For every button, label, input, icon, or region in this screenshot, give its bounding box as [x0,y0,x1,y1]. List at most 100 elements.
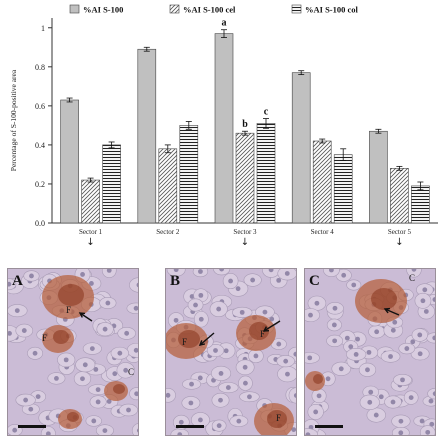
nucleus [355,336,360,342]
nucleus [35,394,41,399]
nucleus [398,430,404,435]
arrow-head [383,307,391,314]
bar-3-1 [102,144,121,224]
cell [126,302,138,314]
arrow-head [262,326,270,332]
nucleus [404,346,410,351]
nucleus [28,406,34,412]
cell [101,269,117,278]
nucleus [102,326,108,332]
nucleus [216,423,222,429]
cell [129,277,138,293]
legend-label: %AI S-100 [83,5,123,15]
legend-swatch [291,4,302,14]
nucleus [432,391,435,397]
nucleus [106,399,112,404]
stained-core [67,412,79,422]
nucleus [293,393,296,398]
arrow-icon [263,320,281,332]
structure-label: F [42,333,47,343]
nucleus [123,367,129,373]
nucleus [189,294,195,299]
nucleus [269,316,275,322]
panel-letter: C [309,273,320,289]
nucleus [378,394,384,400]
stained-core [113,384,125,394]
stained-core [178,330,200,348]
nucleus [82,362,88,368]
cell [129,387,138,401]
nucleus [353,351,359,357]
nucleus [283,358,289,364]
legend-swatch [69,4,80,14]
nucleus [63,357,69,363]
nucleus [331,322,337,328]
nucleus [365,367,370,373]
nucleus [105,300,111,306]
category-label: Sector 1 [79,228,103,236]
nucleus [54,376,59,381]
nucleus [307,355,313,361]
nucleus [93,367,99,372]
bar-3-2 [179,125,199,224]
arrow-icon [384,308,400,316]
nucleus [242,364,248,370]
nucleus [390,327,396,333]
panel-letter: A [12,273,23,289]
nucleus [235,286,241,292]
nucleus [243,380,248,386]
stained-core [371,288,397,310]
nucleus [305,432,311,435]
nucleus [367,399,373,405]
bars: a b c [60,18,430,224]
nucleus [332,338,338,344]
cell [40,426,56,435]
nucleus [80,272,85,277]
nucleus [276,277,282,283]
nucleus [21,328,27,333]
nucleus [390,399,396,405]
nucleus [124,330,130,336]
down-arrow-icon: ↓ [86,237,94,248]
stained-core [249,322,269,340]
nucleus [197,375,203,381]
down-arrow-icon: ↓ [241,237,249,248]
nucleus [422,287,428,293]
legend-label: %AI S-100 col [305,5,359,15]
significance-label: c [264,107,269,118]
structure-label: C [128,367,134,377]
nucleus [420,298,426,304]
bar-2-1 [81,179,100,224]
nucleus [293,351,296,357]
nucleus [89,281,94,286]
significance-label: a [222,18,227,29]
nucleus [106,269,112,273]
bar-2-5 [390,168,409,224]
nucleus [32,350,38,356]
nucleus [173,269,179,273]
nucleus [133,305,138,311]
nucleus [239,309,245,315]
nucleus [136,282,138,288]
micrograph-a: F F C A [8,269,138,435]
legend-label: %AI S-100 cel [183,5,236,15]
nucleus [344,335,350,341]
nucleus [373,412,379,418]
nucleus [374,329,380,335]
category-label: Sector 2 [156,228,180,236]
scale-bar [176,425,204,428]
y-tick-label: 0.6 [35,102,45,111]
y-tick-label: 1 [41,24,45,33]
nucleus [193,302,198,308]
arrow-head [78,312,86,318]
nucleus [247,394,252,400]
structure-label: F [276,413,281,423]
structure-label: F [66,305,71,315]
nucleus [314,300,320,306]
nucleus [410,339,416,345]
nucleus [400,377,405,383]
bar-1-2 [137,48,157,224]
category-labels: Sector 1↓Sector 2 Sector 3↓Sector 4 Sector… [79,228,411,248]
nucleus [329,269,334,273]
